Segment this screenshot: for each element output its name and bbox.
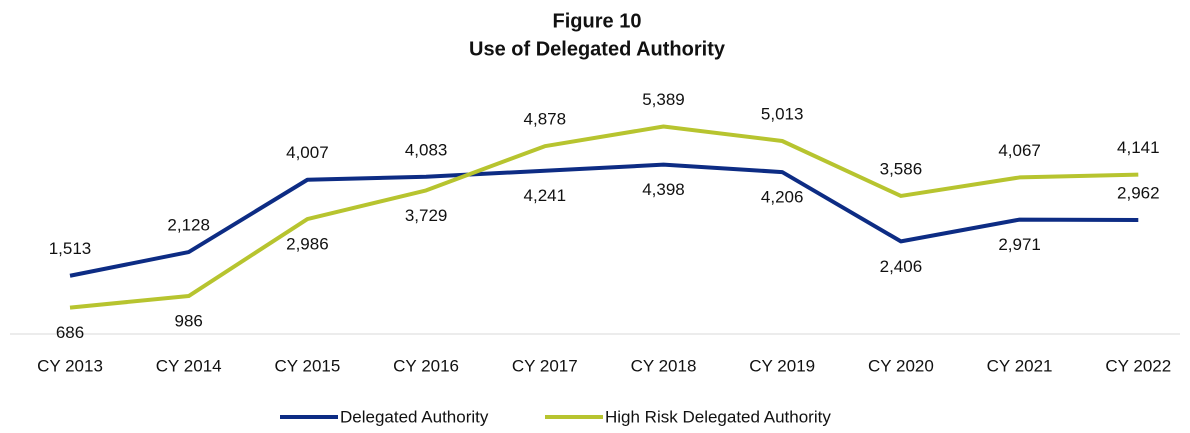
- x-tick-label: CY 2015: [274, 356, 340, 375]
- x-tick-label: CY 2019: [749, 356, 815, 375]
- series-line: [69, 162, 1139, 278]
- data-label: 2,971: [998, 235, 1041, 254]
- legend-label: High Risk Delegated Authority: [605, 407, 831, 426]
- data-label: 4,398: [642, 180, 685, 199]
- x-tick-label: CY 2013: [37, 356, 103, 375]
- x-tick-label: CY 2017: [512, 356, 578, 375]
- legend-label: Delegated Authority: [340, 407, 489, 426]
- x-tick-label: CY 2021: [987, 356, 1053, 375]
- x-tick-label: CY 2016: [393, 356, 459, 375]
- data-label: 4,206: [761, 188, 804, 207]
- data-label: 4,241: [524, 186, 567, 205]
- data-label: 5,013: [761, 104, 804, 123]
- data-label: 4,141: [1117, 138, 1160, 157]
- data-label: 4,067: [998, 141, 1041, 160]
- data-label: 2,962: [1117, 183, 1160, 202]
- data-label: 2,128: [167, 216, 210, 235]
- data-label: 2,986: [286, 235, 329, 254]
- data-label: 686: [56, 323, 84, 342]
- data-label: 4,007: [286, 143, 329, 162]
- x-tick-label: CY 2020: [868, 356, 934, 375]
- data-label: 4,083: [405, 140, 448, 159]
- x-tick-label: CY 2014: [156, 356, 222, 375]
- data-label: 1,513: [49, 239, 92, 258]
- chart-title: Figure 10: [553, 10, 642, 32]
- x-tick-label: CY 2022: [1105, 356, 1171, 375]
- data-label: 3,586: [880, 159, 923, 178]
- data-label: 2,406: [880, 257, 923, 276]
- series-line: [69, 124, 1139, 310]
- data-label: 4,878: [524, 110, 567, 129]
- chart-subtitle: Use of Delegated Authority: [469, 38, 726, 60]
- data-label: 986: [175, 312, 203, 331]
- data-label: 3,729: [405, 206, 448, 225]
- data-label: 5,389: [642, 90, 685, 109]
- x-tick-label: CY 2018: [631, 356, 697, 375]
